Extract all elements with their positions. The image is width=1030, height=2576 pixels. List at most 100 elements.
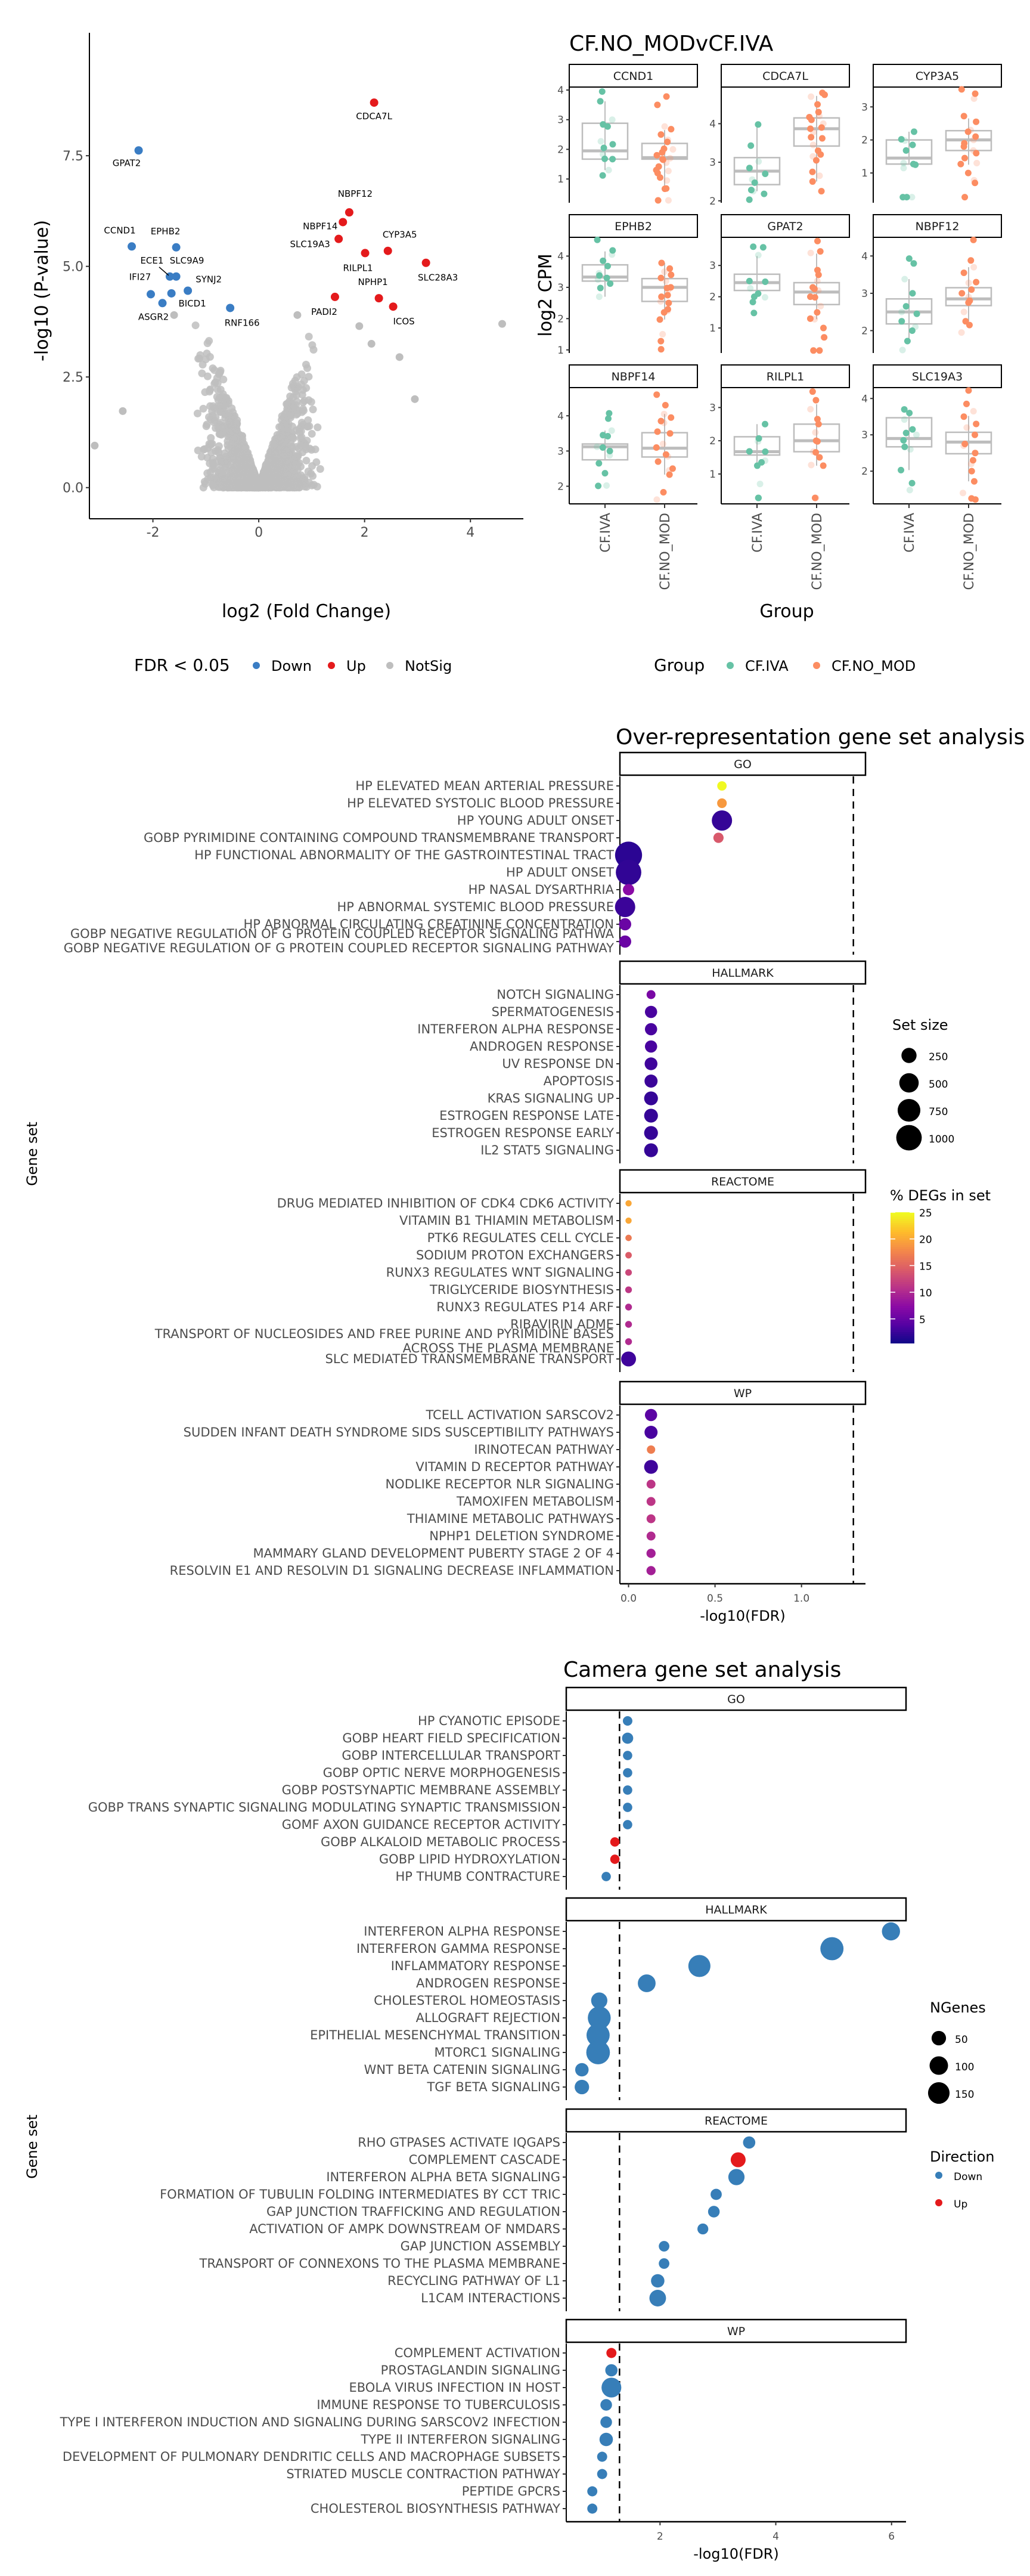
size-key (901, 1048, 917, 1063)
gene-set-point (600, 2416, 612, 2428)
sample-point (749, 299, 756, 306)
gene-set-label: VITAMIN D RECEPTOR PATHWAY (415, 1460, 614, 1474)
notsig-point (283, 400, 291, 408)
colorbar-tick-label: 20 (919, 1234, 932, 1246)
y-tick-label: 4 (709, 118, 716, 130)
notsig-point (197, 453, 206, 461)
facet-reactome: REACTOME DRUG MEDIATED INHIBITION OF CDK4… (154, 1169, 867, 1372)
legend-title: NGenes (930, 1999, 986, 2016)
x-tick-label: -2 (147, 525, 160, 540)
gene-set-point (659, 2241, 669, 2252)
sample-point (812, 397, 820, 404)
gene-set-point (638, 1974, 656, 1992)
sample-point (755, 158, 762, 165)
sample-point (762, 448, 769, 456)
gene-set-point (623, 1820, 632, 1829)
sample-point (806, 315, 814, 322)
size-key-label: 1000 (929, 1134, 954, 1145)
gene-set-label: GAP JUNCTION TRAFFICKING AND REGULATION (266, 2205, 560, 2219)
sample-point (664, 138, 671, 145)
facet-slc19a3: SLC19A3 2 3 4 CF.IVA CF.NO_MOD (861, 364, 1002, 590)
sample-point (898, 308, 905, 315)
colorbar-segment (891, 1288, 914, 1292)
gene-set-point (644, 1143, 658, 1157)
sample-point (659, 148, 666, 156)
facet-label: NBPF14 (612, 370, 656, 383)
sample-point (973, 278, 980, 286)
colorbar-segment (891, 1214, 914, 1218)
facet-strip (569, 64, 698, 88)
legend-title: % DEGs in set (890, 1187, 991, 1204)
sample-point (899, 194, 907, 201)
notsig-point (227, 475, 235, 484)
gene-set-label: PEPTIDE GPCRS (462, 2484, 560, 2498)
gene-set-label: SODIUM PROTON EXCHANGERS (416, 1248, 614, 1262)
notsig-point (288, 433, 297, 441)
gene-set-point (575, 2063, 589, 2077)
sample-point (966, 321, 973, 329)
notsig-point (196, 351, 204, 360)
sample-point (901, 416, 908, 423)
notsig-point (232, 434, 240, 442)
sample-point (902, 147, 910, 154)
notsig-point (307, 469, 315, 478)
gene-set-label: GOBP PYRIMIDINE CONTAINING COMPOUND TRAN… (144, 831, 614, 845)
sample-point (814, 438, 821, 445)
sample-point (910, 260, 917, 267)
camera-dotplot: Camera gene set analysis GO HP CYANOTIC EP… (24, 1658, 994, 2562)
sample-point (812, 449, 820, 456)
sample-point (815, 420, 822, 428)
fdr-legend: FDR < 0.05 Down Up NotSig (134, 655, 452, 675)
gene-set-label: STRIATED MUSCLE CONTRACTION PATHWAY (286, 2467, 560, 2481)
legend-title: Direction (930, 2148, 994, 2165)
y-tick-label: 2 (861, 135, 868, 147)
notsig-point (303, 436, 311, 445)
gene-set-point (600, 2399, 612, 2411)
sample-point (812, 494, 820, 501)
sample-point (660, 419, 668, 426)
sample-point (657, 338, 665, 345)
sample-point (755, 494, 762, 501)
size-key-label: 750 (929, 1106, 948, 1118)
set-size-legend: Set size 250 500 750 1000 (892, 1017, 954, 1151)
sample-point (660, 410, 668, 417)
sample-point (809, 168, 816, 175)
sample-point (814, 416, 821, 423)
boxplot-grid: CF.NO_MODvCF.IVA CCND1 1 2 3 4 CDCA7L 2 3 4 CYP3A5… (535, 32, 1002, 675)
notsig-point (311, 445, 319, 454)
gene-set-label: DRUG MEDIATED INHIBITION OF CDK4 CDK6 AC… (277, 1196, 615, 1210)
gene-label: CCND1 (104, 225, 135, 236)
y-axis-title: -log10 (P-value) (32, 220, 52, 361)
sample-point (812, 429, 819, 436)
facet-label: GPAT2 (767, 220, 803, 233)
sample-point (820, 462, 827, 469)
notsig-point (300, 397, 309, 405)
notsig-point (292, 443, 300, 451)
colorbar-segment (891, 1230, 914, 1233)
sample-point (604, 123, 611, 130)
y-tick-label: 3 (557, 114, 564, 126)
sample-point (653, 444, 660, 451)
x-tick-label: CF.NO_MOD (962, 513, 977, 590)
gene-label: NBPF12 (338, 188, 373, 199)
y-tick-label: 1 (557, 345, 564, 357)
gene-set-point (623, 1785, 632, 1795)
notsig-point (201, 388, 209, 397)
colorbar-segment (891, 1238, 914, 1241)
x-tick-label: 2 (657, 2531, 663, 2543)
sample-point (668, 414, 675, 421)
sample-point (960, 143, 967, 150)
gene-label: SYNJ2 (196, 274, 222, 285)
gene-label: PADI2 (311, 306, 337, 317)
gene-set-point (644, 1040, 657, 1053)
facet-strip (565, 2108, 907, 2133)
sample-point (972, 496, 979, 503)
facet-go: GO HP ELEVATED MEAN ARTERIAL PRESSURE HP E… (64, 751, 867, 955)
facet-wp: WP TCELL ACTIVATION SARSCOV2 SUDDEN INFANT… (170, 1380, 867, 1624)
gene-set-point (615, 896, 635, 918)
box (885, 139, 933, 165)
sample-point (662, 402, 669, 409)
sample-point (762, 171, 769, 177)
notsig-point (289, 479, 297, 488)
gene-point-nbpf12 (345, 208, 353, 217)
